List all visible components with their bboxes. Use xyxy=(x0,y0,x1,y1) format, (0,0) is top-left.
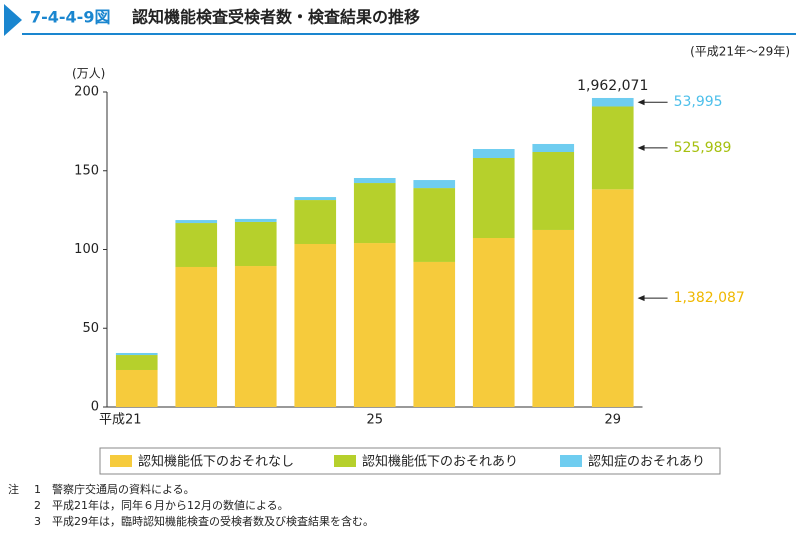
y-tick-label: 50 xyxy=(82,321,99,336)
bar-segment xyxy=(413,261,456,407)
bar-segment xyxy=(472,238,515,407)
annotation-arrowhead xyxy=(637,99,645,106)
legend-swatch xyxy=(560,455,582,467)
bar-segment xyxy=(294,243,337,407)
y-unit: (万人) xyxy=(72,67,105,81)
note-text: 平成21年は，同年６月から12月の数値による。 xyxy=(52,498,289,512)
chart-title: 認知機能検査受検者数・検査結果の推移 xyxy=(132,8,420,27)
x-tick-label: 25 xyxy=(366,413,383,428)
annotation-arrowhead xyxy=(637,144,645,151)
bar-segment xyxy=(532,143,575,153)
bar-segment xyxy=(532,229,575,407)
bar-segment xyxy=(234,221,277,267)
y-tick-label: 150 xyxy=(74,163,99,178)
bar-segment xyxy=(353,243,396,407)
x-tick-label: 平成21 xyxy=(99,413,142,428)
legend-swatch xyxy=(334,455,356,467)
value-label: 53,995 xyxy=(674,94,723,110)
bar-segment xyxy=(472,157,515,239)
legend-label: 認知機能低下のおそれあり xyxy=(362,454,518,470)
bar-segment xyxy=(413,180,456,189)
y-tick-label: 100 xyxy=(74,242,99,257)
bar-segment xyxy=(175,223,218,267)
bar-segment xyxy=(234,218,277,222)
bar-segment xyxy=(294,200,337,244)
bar-segment xyxy=(175,266,218,407)
total-label: 1,962,071 xyxy=(577,78,648,94)
header-marker xyxy=(4,4,22,36)
bar-segment xyxy=(591,106,634,190)
annotation-arrowhead xyxy=(637,295,645,302)
bar-segment xyxy=(353,177,396,184)
note-text: 平成29年は，臨時認知機能検査の受検者数及び検査結果を含む。 xyxy=(52,514,374,528)
bar-segment xyxy=(413,188,456,262)
note-number: 2 xyxy=(34,499,41,512)
legend-swatch xyxy=(110,455,132,467)
bar-segment xyxy=(532,152,575,230)
bar-segment xyxy=(175,220,218,224)
y-tick-label: 200 xyxy=(74,85,99,100)
bar-segment xyxy=(115,352,158,356)
bar-segment xyxy=(115,369,158,407)
bar-segment xyxy=(115,355,158,370)
y-tick-label: 0 xyxy=(91,400,99,415)
bar-segment xyxy=(294,197,337,201)
note-text: 警察庁交通局の資料による。 xyxy=(52,482,195,496)
bar-segment xyxy=(234,266,277,407)
value-label: 1,382,087 xyxy=(674,290,745,306)
bar-segment xyxy=(591,189,634,407)
bar-segment xyxy=(472,149,515,158)
legend-label: 認知症のおそれあり xyxy=(588,454,705,470)
legend-label: 認知機能低下のおそれなし xyxy=(138,454,294,470)
bar-segment xyxy=(353,183,396,244)
note-number: 1 xyxy=(34,483,41,496)
x-tick-label: 29 xyxy=(604,413,621,428)
figure-number: 7-4-4-9図 xyxy=(30,8,110,27)
value-label: 525,989 xyxy=(674,140,732,156)
bar-segment xyxy=(591,97,634,107)
note-head: 注 xyxy=(8,482,19,496)
legend-box xyxy=(99,447,721,475)
subtitle: (平成21年～29年) xyxy=(690,45,790,59)
note-number: 3 xyxy=(34,515,41,528)
